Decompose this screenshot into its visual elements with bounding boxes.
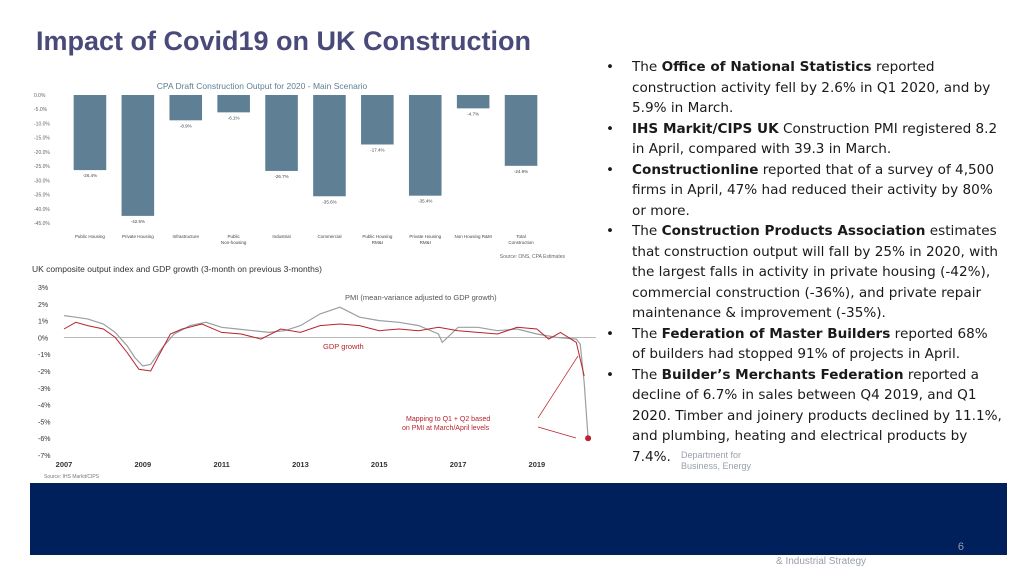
y-tick-label: 0% — [38, 335, 48, 342]
dept-logo-text: Department for Business, Energy — [681, 450, 751, 472]
page-number: 6 — [957, 541, 964, 553]
x-category-label: Non-housing — [221, 240, 247, 245]
forecast-marker — [585, 435, 592, 442]
x-tick-label: 2009 — [134, 460, 151, 469]
series-label: PMI (mean-variance adjusted to GDP growt… — [345, 293, 497, 302]
bullet-list: The Office of National Statistics report… — [604, 57, 1004, 467]
page-title: Impact of Covid19 on UK Construction — [36, 26, 532, 56]
y-tick-label: -15.0% — [34, 136, 50, 142]
bullet-source: Builder’s Merchants Federation — [661, 366, 904, 383]
bar — [361, 95, 394, 145]
bar-value-label: -35.4% — [418, 199, 432, 204]
bullet-item: The Federation of Master Builders report… — [604, 324, 1004, 365]
bullet-item: The Office of National Statistics report… — [604, 57, 1004, 119]
x-category-label: Non Housing R&M — [455, 234, 493, 239]
bar — [217, 95, 250, 113]
bullet-source: Federation of Master Builders — [661, 325, 891, 342]
pmi-line — [63, 306, 589, 439]
bullet-item: The Construction Products Association es… — [604, 221, 1004, 324]
y-tick-label: -3% — [38, 386, 50, 393]
series-label: GDP growth — [323, 342, 364, 351]
annotation-leader — [537, 355, 579, 419]
bar — [313, 95, 346, 197]
x-category-label: Total — [516, 234, 526, 239]
dept-logo-bottom: & Industrial Strategy — [776, 556, 867, 567]
x-tick-label: 2017 — [450, 460, 467, 469]
bar — [169, 95, 203, 121]
dept-logo-line: Business, Energy — [681, 461, 752, 471]
bar-value-label: -26.7% — [274, 174, 288, 179]
bar — [73, 95, 107, 171]
annotation-text: Mapping to Q1 + Q2 based — [406, 416, 490, 423]
bar-value-label: -17.4% — [370, 147, 384, 152]
y-tick-label: 2% — [38, 302, 48, 309]
y-tick-label: -5% — [38, 419, 50, 426]
y-tick-label: -45.0% — [34, 221, 50, 227]
bar — [265, 95, 298, 171]
y-tick-label: -25.0% — [34, 164, 50, 170]
bar-value-label: -8.9% — [180, 123, 192, 128]
footer-bar — [30, 483, 1007, 555]
x-category-label: Private Housing — [122, 234, 154, 239]
bar-value-label: -24.9% — [514, 169, 528, 174]
y-tick-label: -4% — [38, 403, 50, 410]
x-tick-label: 2015 — [371, 460, 388, 469]
annotation-leader — [537, 426, 577, 439]
x-category-label: Commercial — [317, 234, 341, 239]
x-category-label: Private Housing — [409, 234, 441, 239]
annotation-text: on PMI at March/April levels — [402, 425, 490, 432]
x-category-label: Construction — [508, 240, 534, 245]
bullet-source: Constructionline — [632, 161, 759, 178]
x-tick-label: 2007 — [56, 460, 73, 469]
y-tick-label: 0.0% — [34, 93, 46, 99]
x-category-label: RM&I — [420, 240, 431, 245]
y-tick-label: 1% — [38, 319, 48, 326]
dept-logo-line: Department for — [681, 450, 742, 460]
chart-source: Source: IHS Markit/CIPS — [44, 474, 100, 480]
y-tick-label: -40.0% — [34, 207, 50, 213]
x-category-label: Infrastructure — [172, 234, 199, 239]
bar — [408, 95, 442, 196]
x-category-label: Public Housing — [362, 234, 393, 239]
y-tick-label: -6% — [38, 436, 50, 443]
bar-value-label: -4.7% — [467, 111, 479, 116]
y-tick-label: -10.0% — [34, 121, 50, 127]
x-category-label: Industrial — [272, 234, 290, 239]
bullet-item: IHS Markit/CIPS UK Construction PMI regi… — [604, 119, 1004, 160]
x-tick-label: 2019 — [529, 460, 546, 469]
bullet-item: The Builder’s Merchants Federation repor… — [604, 365, 1004, 468]
x-category-label: RM&I — [372, 240, 383, 245]
y-tick-label: -35.0% — [34, 193, 50, 199]
x-category-label: Public Housing — [75, 234, 106, 239]
bullet-source: Office of National Statistics — [661, 59, 872, 75]
bar-value-label: -42.5% — [131, 219, 145, 224]
bullet-item: Constructionline reported that of a surv… — [604, 160, 1004, 222]
bar-value-label: -35.6% — [322, 199, 336, 204]
x-tick-label: 2011 — [213, 460, 229, 469]
y-tick-label: 3% — [38, 285, 48, 292]
bar-value-label: -26.4% — [83, 173, 97, 178]
chart-source: Source: ONS, CPA Estimates — [500, 254, 566, 260]
x-category-label: Public — [228, 234, 241, 239]
y-tick-label: -5.0% — [34, 107, 48, 113]
cpa-output-bar-chart: CPA Draft Construction Output for 2020 -… — [34, 81, 566, 260]
x-tick-label: 2013 — [292, 460, 309, 469]
y-tick-label: -30.0% — [34, 178, 50, 184]
bullet-source: Construction Products Association — [661, 223, 926, 239]
pmi-gdp-line-chart: UK composite output index and GDP growth… — [32, 264, 596, 480]
bar — [456, 95, 490, 109]
y-tick-label: -2% — [38, 369, 50, 376]
bar-value-label: -6.1% — [228, 115, 240, 120]
y-tick-label: -1% — [38, 352, 50, 359]
bar — [504, 95, 538, 166]
chart-title: UK composite output index and GDP growth… — [32, 264, 322, 274]
bar — [121, 95, 155, 216]
chart-title: CPA Draft Construction Output for 2020 -… — [157, 81, 368, 91]
y-tick-label: -20.0% — [34, 150, 50, 156]
bullet-source: IHS Markit/CIPS UK — [632, 120, 779, 137]
y-tick-label: -7% — [38, 453, 50, 460]
gdp-line — [63, 321, 585, 377]
